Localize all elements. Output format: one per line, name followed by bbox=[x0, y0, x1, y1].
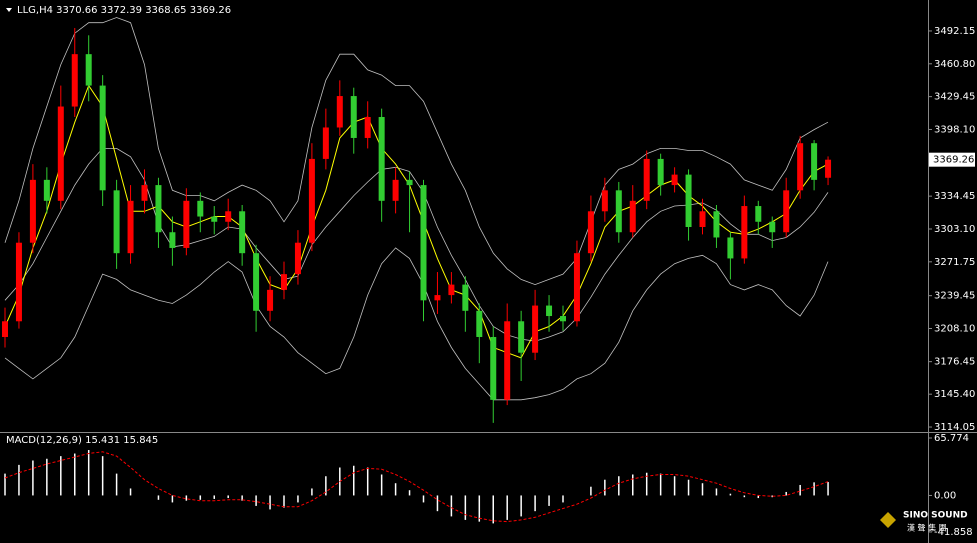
candle-body bbox=[169, 232, 176, 248]
candle-body bbox=[406, 179, 413, 186]
y-tick-label: 3429.45 bbox=[934, 92, 975, 103]
watermark-brand: SINO SOUND bbox=[903, 511, 968, 521]
candle-body bbox=[71, 54, 78, 107]
menu-arrow[interactable] bbox=[6, 8, 12, 12]
candle-body bbox=[378, 117, 385, 201]
y-tick-label: 3334.45 bbox=[934, 191, 975, 202]
candle-body bbox=[713, 211, 720, 238]
candle-body bbox=[43, 179, 50, 201]
candle-body bbox=[15, 242, 22, 322]
candle-body bbox=[462, 284, 469, 311]
y-tick-label: 0.00 bbox=[934, 490, 956, 501]
candle-body bbox=[560, 316, 566, 322]
chart-title: LLG,H4 3370.66 3372.39 3368.65 3369.26 bbox=[17, 5, 231, 16]
candle-body bbox=[699, 211, 706, 227]
candle-body bbox=[657, 158, 664, 186]
candle-body bbox=[183, 200, 190, 248]
candle-body bbox=[601, 190, 608, 212]
candle-body bbox=[685, 174, 692, 227]
last-price-label: 3369.26 bbox=[933, 155, 974, 166]
watermark-subtitle: 漢 聲 集 團 bbox=[907, 523, 947, 533]
candle-body bbox=[797, 143, 804, 191]
candle-body bbox=[643, 158, 650, 201]
candle-body bbox=[281, 274, 287, 290]
candle-body bbox=[755, 206, 762, 222]
candle-body bbox=[587, 211, 594, 254]
candle-body bbox=[211, 216, 218, 222]
y-tick-label: 3271.75 bbox=[934, 257, 975, 268]
y-tick-label: 3398.10 bbox=[934, 124, 975, 135]
y-tick-label: 3208.10 bbox=[934, 324, 975, 335]
candle-body bbox=[127, 200, 134, 254]
watermark-logo bbox=[880, 512, 896, 528]
candle-body bbox=[825, 159, 832, 178]
candle-body bbox=[239, 211, 246, 254]
candle-body bbox=[113, 190, 120, 254]
y-tick-label: 3145.40 bbox=[934, 389, 975, 400]
y-tick-label: 3239.45 bbox=[934, 291, 975, 302]
candle-body bbox=[741, 206, 748, 259]
y-tick-label: 65.774 bbox=[934, 433, 969, 444]
candle-body bbox=[434, 295, 441, 301]
candle-body bbox=[532, 305, 539, 353]
candle-body bbox=[504, 321, 511, 400]
candle-body bbox=[336, 96, 343, 128]
candle-body bbox=[308, 158, 315, 243]
candle-body bbox=[141, 185, 148, 201]
watermark: SINO SOUND 漢 聲 集 團 bbox=[880, 511, 968, 533]
indicator-line bbox=[4, 247, 829, 401]
indicator-line bbox=[4, 17, 829, 286]
candle-body bbox=[783, 190, 790, 233]
candle-body bbox=[392, 179, 399, 201]
macd-title: MACD(12,26,9) 15.431 15.845 bbox=[6, 435, 158, 446]
y-tick-label: -41.858 bbox=[934, 527, 973, 538]
candle-body bbox=[350, 96, 357, 138]
y-tick-label: 3460.80 bbox=[934, 59, 975, 70]
y-tick-label: 3176.45 bbox=[934, 357, 975, 368]
candle-body bbox=[57, 106, 64, 201]
candle-body bbox=[448, 284, 455, 296]
candle-body bbox=[573, 253, 580, 322]
y-tick-label: 3492.15 bbox=[934, 26, 975, 37]
candle-body bbox=[615, 190, 622, 233]
candle-body bbox=[29, 179, 36, 243]
candle-body bbox=[811, 143, 818, 180]
candle-body bbox=[197, 200, 204, 217]
candle-body bbox=[2, 321, 8, 337]
candle-body bbox=[629, 200, 636, 233]
candle-body bbox=[253, 253, 260, 311]
y-tick-label: 3114.05 bbox=[934, 422, 975, 433]
y-tick-label: 3303.10 bbox=[934, 224, 975, 235]
candle-body bbox=[769, 221, 776, 233]
candle-body bbox=[99, 85, 106, 191]
candle-body bbox=[727, 237, 734, 259]
candle-body bbox=[546, 305, 553, 317]
last-price-box bbox=[929, 152, 975, 167]
candle-body bbox=[155, 185, 162, 233]
candle-body bbox=[225, 211, 232, 222]
candle-body bbox=[671, 174, 678, 186]
candle-body bbox=[364, 117, 371, 138]
candle-body bbox=[476, 310, 483, 337]
candle-body bbox=[267, 289, 274, 311]
candle-body bbox=[518, 321, 525, 353]
candle-body bbox=[85, 54, 92, 86]
candle-body bbox=[322, 127, 329, 159]
indicator-line bbox=[4, 451, 829, 523]
candle-body bbox=[294, 242, 301, 275]
candle-body bbox=[420, 185, 427, 301]
candle-body bbox=[490, 336, 497, 400]
